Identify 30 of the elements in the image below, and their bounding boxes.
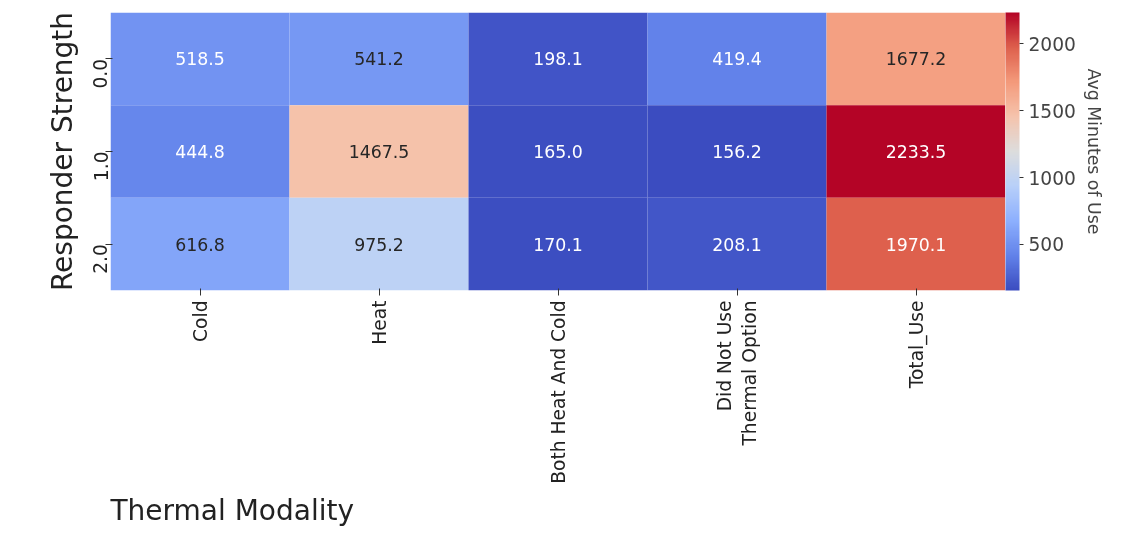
data-label: 165.0 — [533, 142, 583, 162]
y-tick-label: 0.0 — [90, 58, 112, 89]
x-tick-label: Did Not Use Thermal Option — [713, 300, 761, 447]
data-label: 518.5 — [175, 49, 225, 70]
color-bar-title: Avg Minutes of Use — [1083, 68, 1104, 235]
x-tick-label: Heat — [368, 300, 390, 345]
color-bar-label: 1500 — [1028, 100, 1076, 122]
data-label: 170.1 — [533, 234, 583, 255]
y-tick-label: 1.0 — [90, 151, 112, 182]
y-axis-title: Responder Strength — [45, 11, 79, 292]
data-label: 541.2 — [354, 49, 404, 70]
color-bar-label: 500 — [1028, 234, 1065, 256]
data-label: 1677.2 — [885, 49, 947, 70]
x-tick-label: Cold — [189, 300, 211, 342]
data-label: 208.1 — [712, 234, 762, 255]
color-bar-label: 2000 — [1028, 33, 1076, 55]
data-label: 2233.5 — [885, 142, 947, 162]
data-label: 444.8 — [175, 142, 225, 162]
color-bar-label: 1000 — [1028, 167, 1076, 189]
x-axis-title: Thermal Modality — [109, 493, 355, 527]
data-label: 156.2 — [712, 142, 762, 162]
data-label: 975.2 — [354, 234, 404, 255]
x-tick-label: Both Heat And Cold — [547, 300, 569, 484]
data-label: 616.8 — [175, 234, 225, 255]
data-label: 419.4 — [712, 49, 762, 70]
data-label: 1970.1 — [885, 234, 947, 255]
y-tick-label: 2.0 — [90, 244, 112, 274]
data-label: 1467.5 — [348, 142, 410, 162]
x-tick-label: Total_Use — [905, 300, 928, 390]
data-label: 198.1 — [533, 49, 583, 70]
